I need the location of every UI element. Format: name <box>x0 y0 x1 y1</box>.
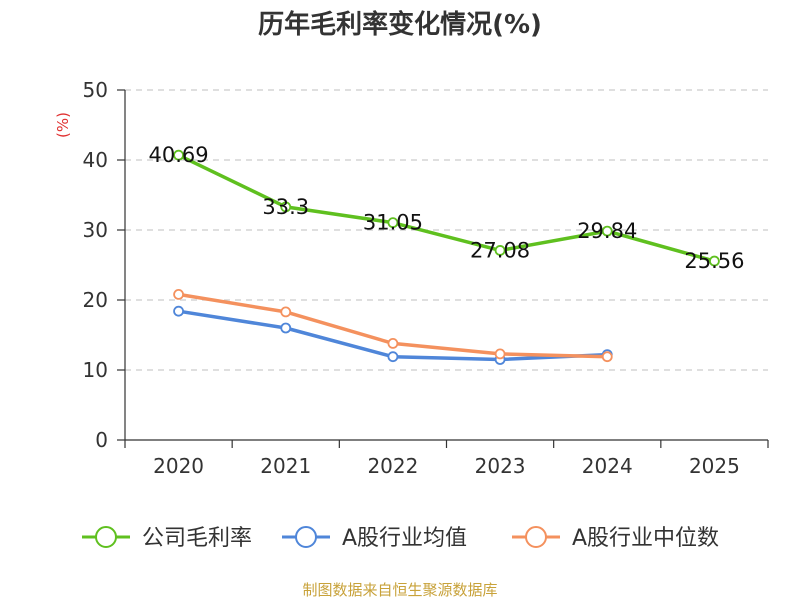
series-3 <box>173 288 613 363</box>
y-tick-label: 50 <box>83 78 108 102</box>
y-tick-label: 30 <box>83 218 108 242</box>
data-point <box>280 322 292 334</box>
data-point <box>280 201 292 213</box>
data-point <box>173 149 184 161</box>
y-axis-label: (%) <box>54 112 72 138</box>
y-tick-label: 10 <box>83 358 108 382</box>
legend-item[interactable]: A股行业中位数 <box>512 526 719 551</box>
data-point <box>280 306 292 318</box>
legend-label: 公司毛利率 <box>142 526 252 551</box>
data-label: 27.08 <box>470 238 530 262</box>
series-group <box>173 149 720 365</box>
legend-marker <box>95 526 117 548</box>
legend-item[interactable]: 公司毛利率 <box>82 526 252 551</box>
data-point <box>387 351 399 363</box>
series-line <box>177 153 715 263</box>
legend: 公司毛利率 A股行业均值 A股行业中位数 <box>82 526 719 551</box>
data-label: 40.69 <box>149 143 209 167</box>
data-label: 31.05 <box>363 211 423 235</box>
data-label: 25.56 <box>684 249 744 273</box>
data-label: 33.3 <box>262 195 309 219</box>
x-tick-label: 2024 <box>582 454 633 478</box>
data-point <box>494 245 506 256</box>
gridlines <box>125 89 768 371</box>
data-point <box>387 217 399 229</box>
x-tick-label: 2022 <box>367 454 418 478</box>
data-point <box>709 255 720 267</box>
legend-item[interactable]: A股行业均值 <box>282 526 467 551</box>
x-tick-label: 2021 <box>260 454 311 478</box>
y-tick-label: 20 <box>83 288 108 312</box>
legend-marker <box>295 526 317 548</box>
x-tick-label: 2023 <box>475 454 526 478</box>
data-label: 29.84 <box>577 219 637 243</box>
legend-label: A股行业均值 <box>342 526 467 551</box>
data-point <box>173 305 184 317</box>
data-point <box>173 288 184 300</box>
data-point <box>601 351 613 363</box>
data-source-note: 制图数据来自恒生聚源数据库 <box>302 581 497 599</box>
y-tick-label: 40 <box>83 148 108 172</box>
data-point <box>387 337 399 349</box>
data-point <box>494 348 506 360</box>
y-tick-label: 0 <box>95 428 108 452</box>
data-point <box>601 225 613 237</box>
chart-title: 历年毛利率变化情况(%) <box>258 9 542 40</box>
axes: 0 10 20 30 40 50 2020 2021 2022 2023 2024 2025 <box>83 78 769 478</box>
legend-marker <box>525 526 547 548</box>
x-tick-label: 2025 <box>689 454 740 478</box>
series-1 <box>173 149 720 267</box>
data-labels: 40.69 33.3 31.05 27.08 29.84 25.56 <box>149 143 745 273</box>
legend-label: A股行业中位数 <box>572 526 719 551</box>
x-tick-label: 2020 <box>153 454 204 478</box>
